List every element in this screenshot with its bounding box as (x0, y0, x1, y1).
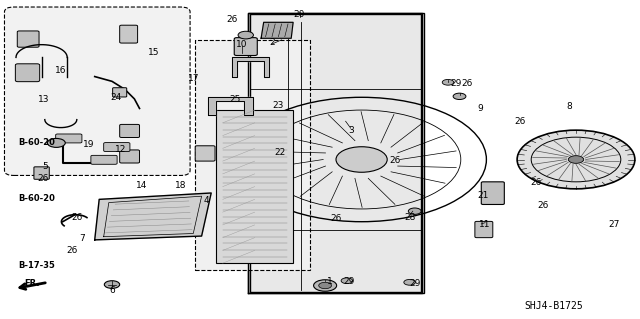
Text: 26: 26 (514, 117, 525, 126)
Text: 16: 16 (55, 66, 67, 75)
Circle shape (453, 93, 466, 100)
Text: 14: 14 (136, 181, 148, 190)
Circle shape (517, 130, 635, 189)
FancyBboxPatch shape (17, 31, 39, 47)
Text: 26: 26 (531, 178, 542, 187)
Text: 6: 6 (109, 286, 115, 295)
Text: 28: 28 (404, 213, 415, 222)
Polygon shape (95, 193, 211, 240)
FancyBboxPatch shape (113, 88, 127, 97)
Circle shape (568, 156, 584, 163)
Text: 29: 29 (450, 79, 461, 88)
FancyBboxPatch shape (475, 221, 493, 238)
Text: 3: 3 (348, 126, 353, 135)
Text: SHJ4-B1725: SHJ4-B1725 (525, 300, 584, 311)
FancyBboxPatch shape (56, 134, 82, 143)
FancyBboxPatch shape (4, 7, 190, 175)
Text: 24: 24 (111, 93, 122, 102)
Text: 26: 26 (226, 15, 237, 24)
Text: B-17-35: B-17-35 (18, 261, 55, 270)
Circle shape (442, 79, 454, 85)
Bar (195, 40, 310, 270)
Polygon shape (232, 57, 269, 77)
Text: 29: 29 (343, 277, 355, 286)
FancyBboxPatch shape (15, 64, 40, 82)
Text: 13: 13 (38, 95, 49, 104)
Text: 21: 21 (477, 191, 489, 200)
Circle shape (319, 282, 332, 289)
Text: 5: 5 (42, 162, 47, 171)
Text: 17: 17 (188, 74, 199, 83)
Text: 8: 8 (567, 102, 572, 111)
Text: 19: 19 (83, 140, 94, 149)
Circle shape (314, 280, 337, 291)
FancyBboxPatch shape (34, 167, 49, 179)
FancyBboxPatch shape (195, 146, 215, 161)
Text: FR.: FR. (24, 279, 40, 288)
Circle shape (238, 31, 253, 39)
FancyBboxPatch shape (481, 182, 504, 204)
Text: 25: 25 (230, 95, 241, 104)
Text: 26: 26 (461, 79, 473, 88)
Text: 2: 2 (269, 38, 275, 47)
Circle shape (47, 138, 65, 147)
Circle shape (336, 147, 387, 172)
Circle shape (104, 281, 120, 288)
Text: 23: 23 (273, 101, 284, 110)
Text: 27: 27 (609, 220, 620, 229)
Text: 29: 29 (409, 279, 420, 288)
Text: 10: 10 (236, 40, 248, 48)
Text: 9: 9 (477, 104, 483, 113)
Text: 26: 26 (330, 214, 342, 223)
Text: 26: 26 (66, 246, 77, 255)
FancyBboxPatch shape (91, 155, 117, 164)
Text: 26: 26 (71, 213, 83, 222)
FancyBboxPatch shape (104, 143, 130, 152)
Text: 4: 4 (204, 196, 209, 205)
Text: 26: 26 (390, 156, 401, 165)
Text: 15: 15 (148, 48, 159, 57)
Text: 18: 18 (175, 181, 186, 190)
FancyBboxPatch shape (120, 124, 140, 137)
FancyBboxPatch shape (234, 38, 257, 56)
Text: 7: 7 (79, 234, 84, 243)
Bar (248, 13, 424, 293)
Text: 20: 20 (294, 10, 305, 19)
Polygon shape (208, 97, 253, 115)
Circle shape (341, 278, 353, 284)
Circle shape (404, 279, 415, 285)
Bar (216, 110, 293, 263)
Text: 22: 22 (275, 148, 286, 157)
Circle shape (408, 208, 421, 214)
Text: 11: 11 (479, 220, 491, 229)
FancyBboxPatch shape (120, 25, 138, 43)
Text: 26: 26 (38, 174, 49, 182)
Text: 12: 12 (115, 145, 126, 154)
Text: B-60-20: B-60-20 (18, 194, 55, 203)
Text: 26: 26 (537, 201, 548, 210)
Text: B-60-20: B-60-20 (18, 138, 55, 147)
FancyBboxPatch shape (120, 150, 140, 163)
Polygon shape (261, 22, 293, 38)
Text: 1: 1 (328, 277, 333, 286)
